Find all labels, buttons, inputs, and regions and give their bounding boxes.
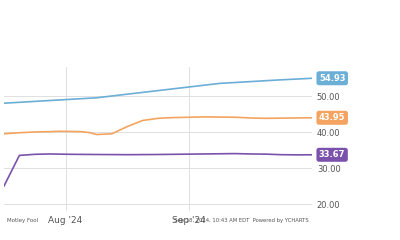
- Text: 43.95: 43.95: [319, 113, 346, 122]
- Text: Motley Fool: Motley Fool: [7, 218, 38, 223]
- Text: 54.93: 54.93: [319, 74, 346, 83]
- Text: Sep 18, 2024, 10:43 AM EDT  Powered by YCHARTS: Sep 18, 2024, 10:43 AM EDT Powered by YC…: [174, 218, 309, 223]
- Text: 33.67: 33.67: [319, 150, 345, 159]
